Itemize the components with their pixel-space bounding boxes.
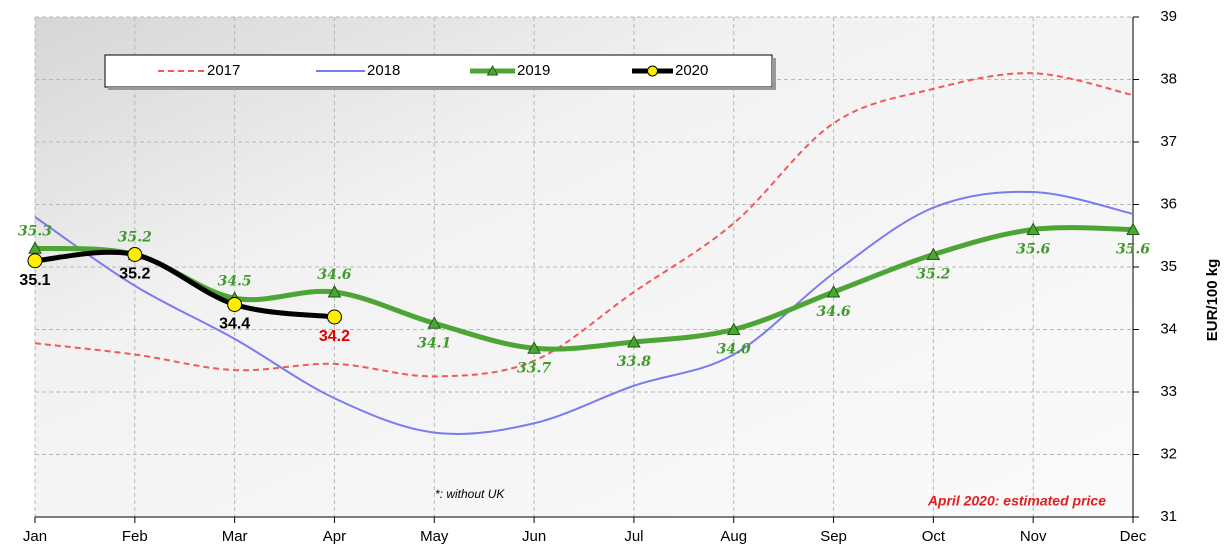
marker: [1126, 222, 1140, 235]
annotation: *: without UK: [435, 487, 505, 501]
legend-marker: [647, 65, 658, 77]
legend-shadow: [108, 87, 776, 90]
data-label: 35.3: [18, 223, 52, 239]
annotation: April 2020: estimated price: [927, 493, 1106, 509]
marker: [127, 247, 143, 262]
data-label: 34.6: [317, 267, 351, 283]
x-tick-label: Dec: [1120, 528, 1147, 545]
data-label: 35.2: [119, 266, 150, 283]
data-label: 35.1: [19, 272, 50, 289]
data-label: 35.2: [118, 230, 152, 246]
marker: [227, 297, 243, 312]
x-tick-label: Oct: [922, 528, 946, 545]
x-tick-label: Jul: [624, 528, 643, 545]
data-label: 35.6: [1116, 242, 1150, 258]
legend-label: 2019: [517, 62, 550, 79]
data-label: 34.2: [319, 328, 350, 345]
data-label: 34.5: [218, 273, 252, 289]
line: [34, 225, 1134, 352]
data-label: 34.6: [816, 304, 850, 320]
data-label: 35.6: [1016, 242, 1050, 258]
legend-label: 2018: [367, 62, 400, 79]
data-label: 33.8: [617, 354, 651, 370]
marker: [327, 284, 342, 298]
x-tick-label: Mar: [222, 528, 248, 545]
legend-marker: [486, 64, 499, 76]
marker: [826, 284, 841, 298]
marker: [27, 253, 43, 269]
marker: [326, 309, 342, 325]
y-tick-label: 35: [1160, 258, 1177, 275]
x-tick-label: Sep: [820, 528, 847, 545]
y-tick-label: 37: [1160, 133, 1177, 150]
x-tick-label: Feb: [122, 528, 148, 545]
line: [34, 72, 1134, 378]
data-label: 34.4: [219, 316, 250, 333]
line: [34, 190, 1134, 435]
data-label: 35.2: [916, 267, 950, 283]
y-tick-label: 36: [1160, 195, 1177, 212]
y-axis-label: EUR/100 kg: [1204, 259, 1221, 342]
legend-label: 2020: [675, 62, 708, 79]
y-tick-label: 34: [1160, 320, 1177, 337]
x-tick-label: Aug: [720, 528, 747, 545]
y-tick-label: 39: [1160, 8, 1177, 25]
y-tick-label: 38: [1160, 70, 1177, 87]
data-label: 33.7: [517, 360, 551, 376]
data-label: 34.1: [417, 335, 451, 351]
marker: [627, 334, 641, 348]
x-tick-label: Nov: [1020, 528, 1047, 545]
y-tick-label: 31: [1160, 508, 1177, 525]
x-tick-label: May: [420, 528, 449, 545]
legend-label: 2017: [207, 62, 240, 79]
marker: [926, 247, 941, 260]
y-tick-label: 33: [1160, 383, 1177, 400]
marker: [726, 322, 741, 335]
data-label: 34.0: [717, 342, 751, 358]
x-tick-label: Apr: [323, 528, 346, 545]
marker: [1026, 222, 1041, 235]
legend-shadow: [772, 58, 776, 90]
y-tick-label: 32: [1160, 445, 1177, 462]
marker: [427, 316, 442, 329]
line: [34, 249, 335, 320]
x-tick-label: Jun: [522, 528, 546, 545]
marker: [527, 341, 541, 354]
x-tick-label: Jan: [23, 528, 47, 545]
